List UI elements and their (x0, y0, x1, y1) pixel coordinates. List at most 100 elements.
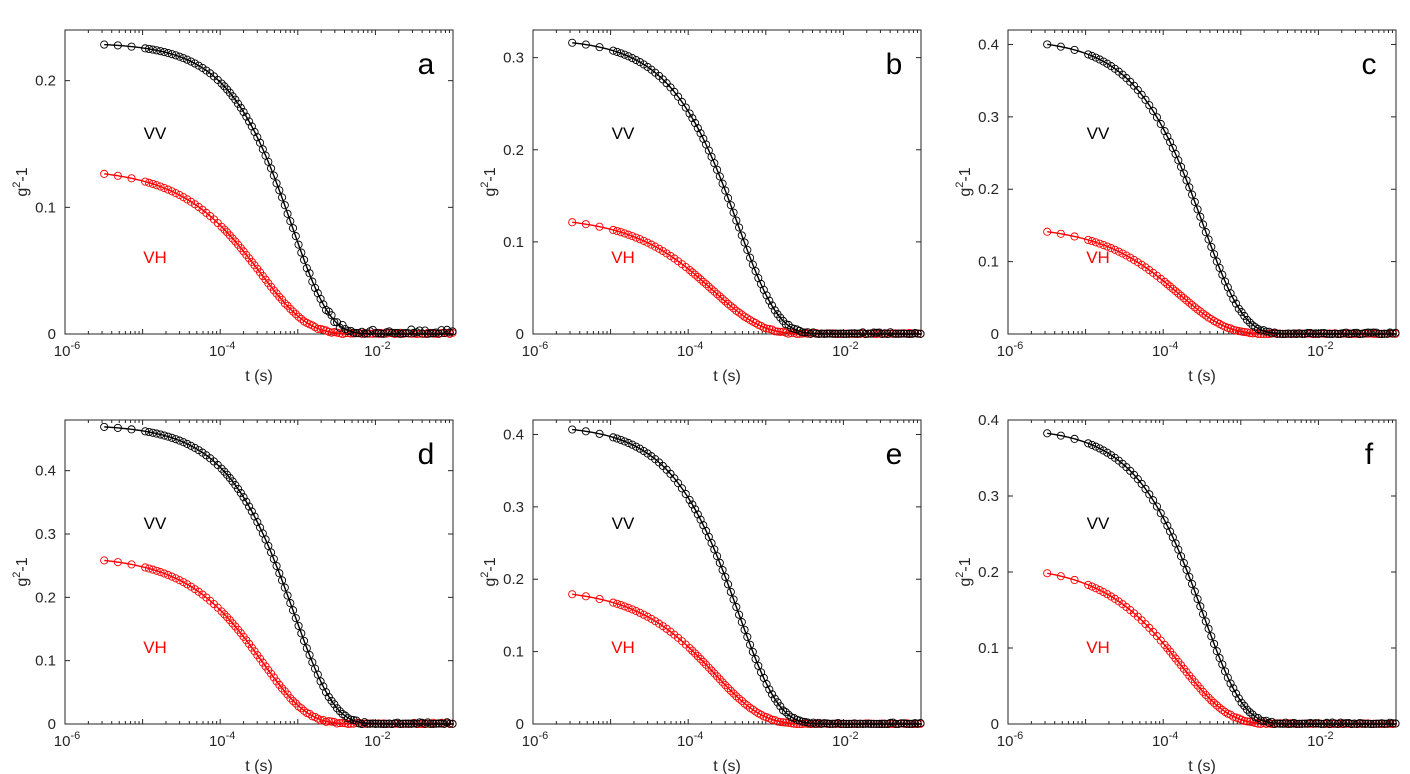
data-point (1182, 176, 1191, 185)
data-point (825, 719, 834, 728)
y-tick-label: 0.3 (503, 499, 524, 516)
data-point (1095, 444, 1104, 453)
data-point (1355, 329, 1364, 339)
fit-line-vv (572, 428, 921, 725)
plot-frame (64, 29, 454, 335)
data-point (335, 323, 344, 332)
data-point (1179, 294, 1188, 303)
data-point (434, 719, 443, 728)
x-axis-label: t (s) (245, 758, 273, 774)
data-point (902, 329, 911, 338)
y-tick-label: 0.3 (503, 50, 524, 67)
data-point (228, 234, 237, 243)
data-point (726, 587, 735, 597)
data-point (113, 423, 122, 432)
x-tick-label: 10-2 (832, 730, 858, 750)
panel-a: 0 0.1 0.2 10-6 10-4 10-2 t (s) g2-1 a VV VH (11, 29, 457, 385)
data-point (448, 719, 457, 728)
data-point (418, 329, 427, 338)
data-point (1084, 235, 1093, 244)
data-point (141, 427, 150, 436)
data-point (327, 717, 336, 726)
data-point (175, 191, 184, 200)
series-label-vv: VV (612, 124, 635, 143)
data-point (609, 598, 618, 607)
y-tick-label: 0.1 (978, 254, 999, 271)
data-point (409, 328, 419, 337)
data-point (691, 118, 700, 128)
data-point (363, 719, 372, 728)
y-tick-label: 0 (48, 716, 56, 733)
data-point (1311, 719, 1320, 728)
y-tick-label: 0.2 (503, 142, 524, 159)
data-point (1199, 687, 1208, 696)
data-point (1322, 329, 1331, 338)
data-point (691, 505, 700, 514)
data-point (236, 103, 245, 112)
data-point (1091, 53, 1100, 62)
data-point (442, 325, 452, 334)
x-tick-label: 10-2 (832, 340, 858, 360)
data-point (718, 565, 727, 575)
data-point (1339, 329, 1348, 338)
data-point (612, 226, 622, 236)
data-point (217, 464, 226, 473)
data-point (850, 329, 859, 338)
data-point (113, 558, 122, 567)
data-point (156, 568, 165, 577)
data-point (853, 719, 862, 729)
data-point (735, 308, 744, 317)
data-point (724, 684, 733, 693)
data-point (1380, 719, 1389, 728)
x-tick-label: 10-6 (54, 730, 80, 750)
data-point (300, 636, 309, 645)
data-point (272, 561, 281, 571)
data-point (183, 439, 192, 448)
data-point (1344, 329, 1353, 339)
x-tick-label: 10-2 (364, 730, 390, 750)
data-point (1137, 479, 1146, 488)
data-point (732, 692, 741, 701)
data-point (286, 217, 295, 226)
data-point (688, 268, 697, 277)
data-point (616, 435, 625, 444)
data-point (368, 719, 377, 728)
data-point (1218, 705, 1227, 714)
data-point (382, 719, 391, 728)
data-point (445, 719, 454, 728)
data-point (360, 329, 369, 338)
data-point (1314, 329, 1323, 338)
data-point (609, 433, 618, 442)
data-point (1281, 329, 1290, 338)
data-point (322, 688, 331, 697)
data-point (1366, 328, 1375, 337)
data-point (817, 329, 826, 338)
data-point (390, 719, 399, 728)
fit-line-vv (104, 43, 453, 335)
data-point (1177, 162, 1186, 171)
data-point (740, 699, 749, 708)
data-point (148, 45, 157, 54)
data-point (1199, 309, 1208, 318)
data-point (1317, 329, 1326, 338)
data-point (437, 719, 446, 728)
data-point (431, 719, 441, 728)
data-point (781, 718, 790, 727)
data-point (1215, 703, 1224, 712)
data-points-vv (1043, 40, 1400, 339)
y-tick-label: 0.4 (35, 463, 56, 480)
data-point (1099, 57, 1108, 66)
data-point (341, 711, 350, 720)
data-point (726, 201, 735, 210)
data-point (762, 291, 771, 300)
data-point (343, 719, 353, 728)
data-point (280, 299, 289, 308)
data-point (371, 329, 380, 338)
data-point (1160, 277, 1169, 286)
data-point (1212, 701, 1221, 710)
data-point (891, 329, 900, 338)
data-point (732, 306, 741, 315)
data-point (1043, 569, 1052, 578)
data-point (1177, 552, 1186, 561)
data-point (1084, 580, 1093, 589)
